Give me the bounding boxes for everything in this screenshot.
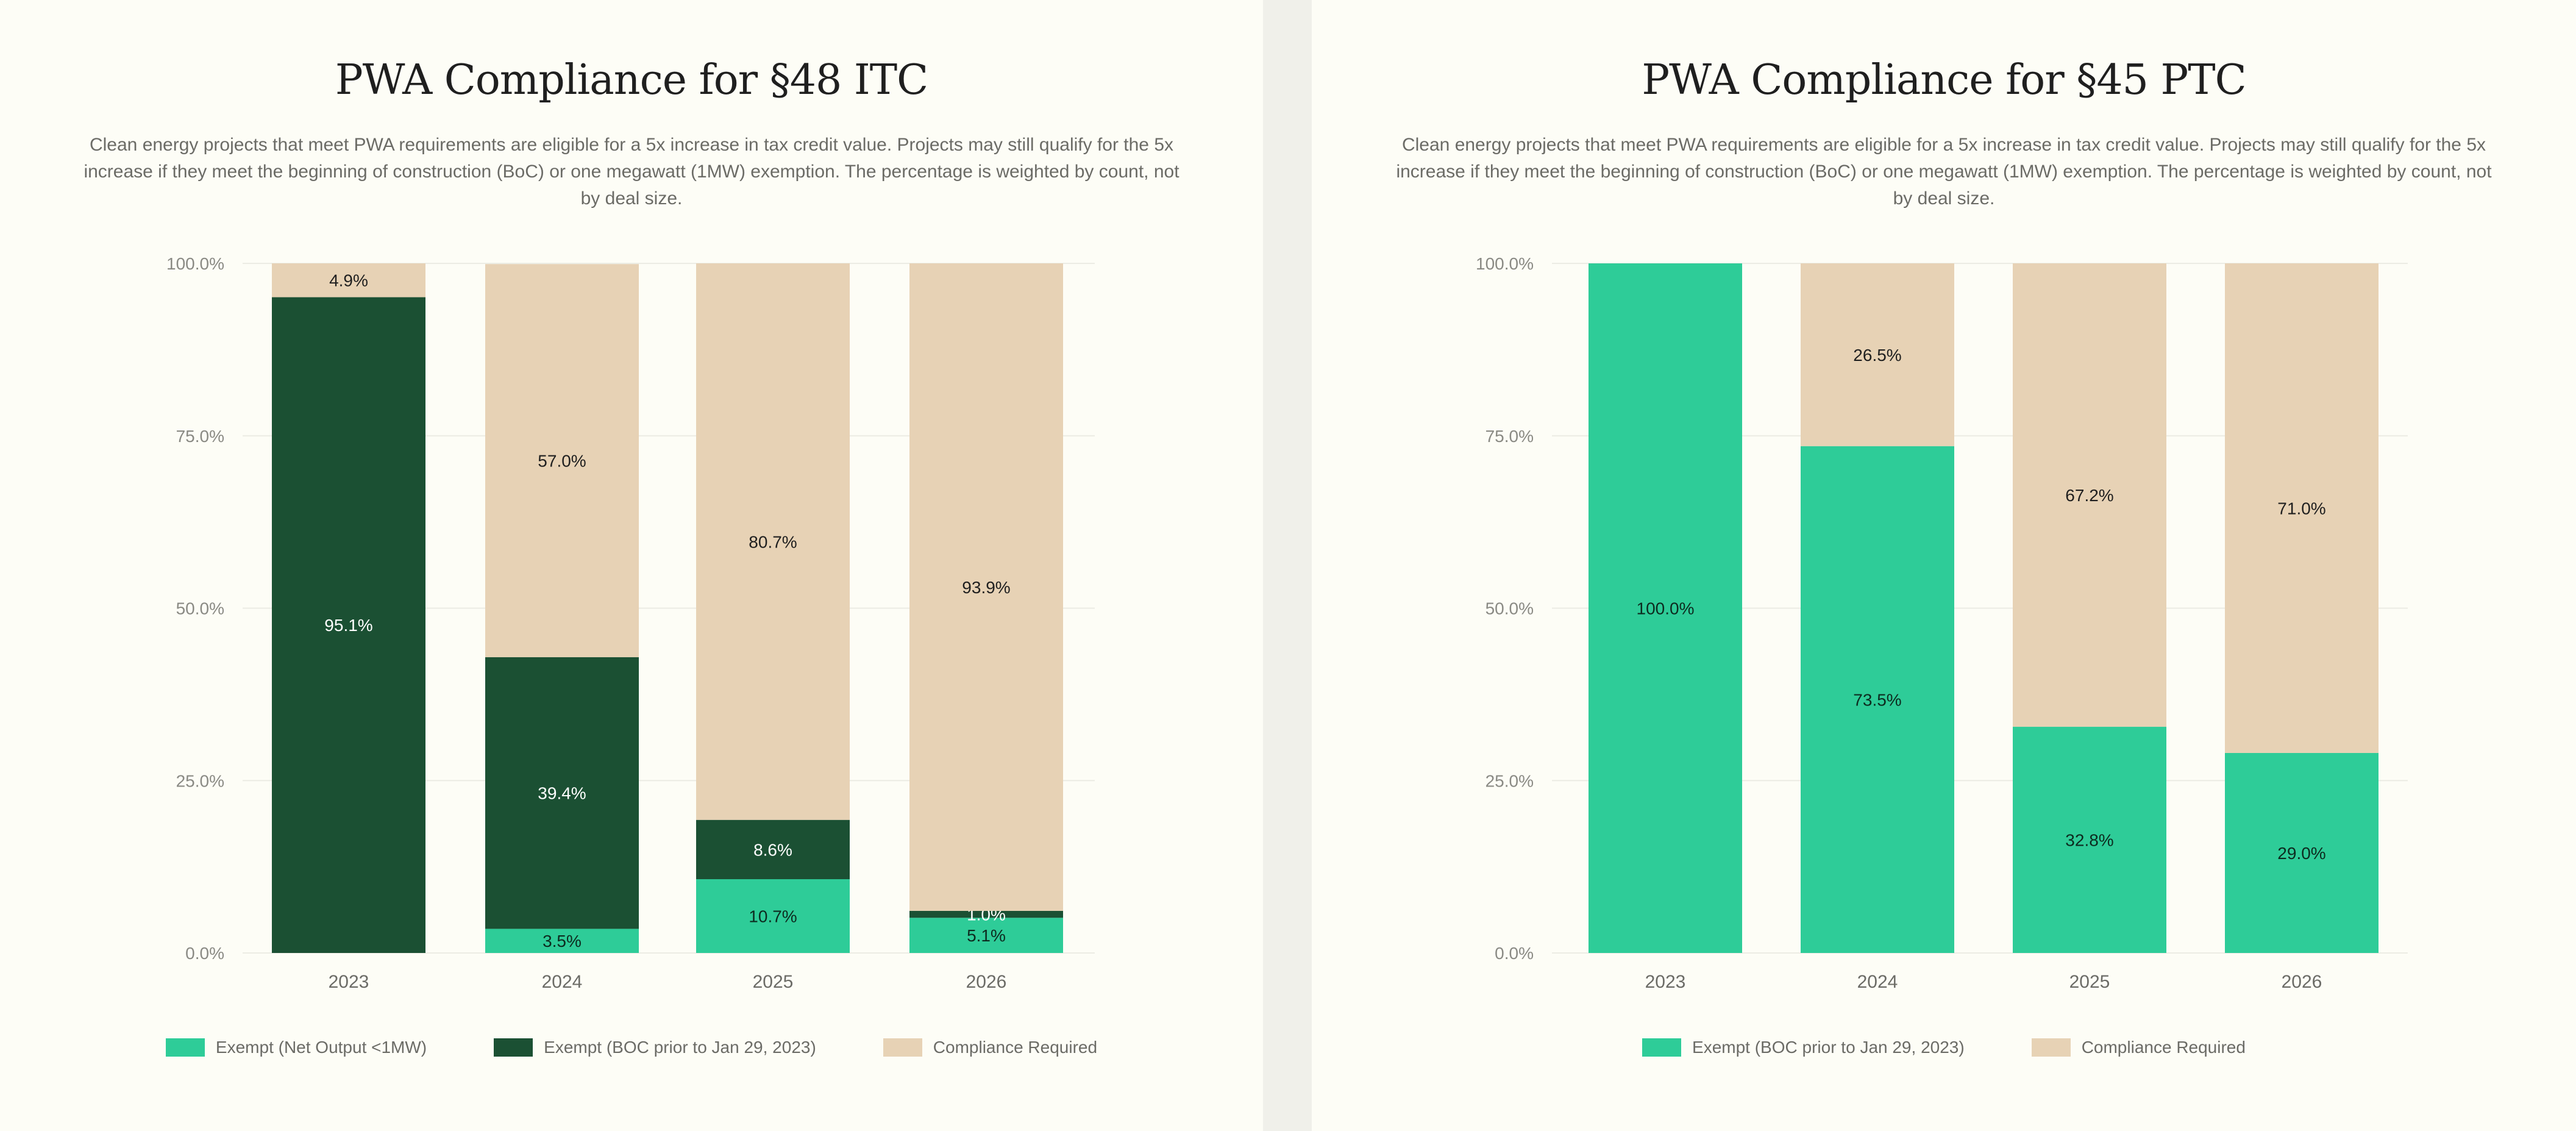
bar-segment — [696, 819, 850, 879]
data-label: 8.6% — [753, 840, 792, 859]
data-label: 39.4% — [538, 784, 586, 803]
bar-segment — [485, 657, 639, 929]
chart-legend: Exempt (BOC prior to Jan 29, 2023) Compli… — [1312, 1038, 2576, 1057]
data-label: 32.8% — [2065, 831, 2113, 850]
x-tick-label: 2024 — [542, 972, 583, 992]
data-label: 10.7% — [749, 907, 797, 926]
data-label: 73.5% — [1853, 690, 1901, 709]
legend-swatch — [1642, 1038, 1682, 1057]
y-tick-label: 50.0% — [1485, 599, 1534, 618]
itc-chart-panel: PWA Compliance for §48 ITC Clean energy … — [0, 0, 1263, 1131]
data-label: 67.2% — [2065, 486, 2113, 505]
ptc-chart-panel: PWA Compliance for §45 PTC Clean energy … — [1312, 0, 2576, 1131]
y-tick-label: 50.0% — [176, 599, 224, 618]
legend-label: Compliance Required — [933, 1038, 1098, 1057]
bar-segment — [272, 263, 425, 298]
y-tick-label: 0.0% — [1495, 944, 1534, 963]
legend-item: Exempt (BOC prior to Jan 29, 2023) — [1642, 1038, 1965, 1057]
data-label: 71.0% — [2277, 499, 2325, 518]
x-tick-label: 2026 — [966, 972, 1007, 992]
legend-item: Compliance Required — [883, 1038, 1097, 1057]
data-label: 5.1% — [967, 926, 1006, 945]
data-label: 93.9% — [962, 578, 1010, 597]
bar-segment — [2225, 753, 2379, 953]
data-label: 100.0% — [1637, 599, 1695, 618]
legend-label: Exempt (Net Output <1MW) — [215, 1038, 427, 1057]
bar-segment — [272, 297, 425, 954]
chart-subtitle: Clean energy projects that meet PWA requ… — [1396, 135, 2492, 209]
legend-swatch — [165, 1038, 205, 1057]
chart-legend: Exempt (Net Output <1MW) Exempt (BOC prio… — [0, 1038, 1263, 1057]
data-label: 4.9% — [329, 271, 368, 290]
data-label: 80.7% — [749, 532, 797, 551]
bar-segment — [485, 929, 639, 953]
chart-title: PWA Compliance for §45 PTC — [1642, 56, 2246, 104]
bar-segment — [1801, 263, 1954, 446]
bar-segment — [1589, 263, 1742, 953]
bar-segment — [909, 911, 1063, 918]
bar-segment — [2013, 263, 2166, 727]
x-tick-label: 2026 — [2282, 972, 2322, 992]
bar-segment — [485, 264, 639, 657]
data-label: 26.5% — [1853, 346, 1901, 365]
x-tick-label: 2025 — [753, 972, 794, 992]
y-tick-label: 100.0% — [1476, 254, 1534, 273]
legend-swatch — [494, 1038, 533, 1057]
x-tick-label: 2025 — [2069, 972, 2110, 992]
y-tick-label: 75.0% — [176, 427, 224, 446]
y-tick-label: 25.0% — [176, 771, 224, 790]
bar-segment — [696, 879, 850, 953]
y-tick-label: 0.0% — [185, 944, 224, 963]
bar-segment — [2013, 727, 2166, 953]
itc-stacked-bar-chart: 0.0% 25.0% 50.0% 75.0% 100.0% 95.1% 4.9% 2023 3.… — [166, 254, 1095, 992]
y-tick-label: 100.0% — [166, 254, 224, 273]
x-tick-label: 2023 — [329, 972, 369, 992]
legend-item: Exempt (BOC prior to Jan 29, 2023) — [494, 1038, 816, 1057]
bar-segment — [696, 263, 850, 820]
data-label: 95.1% — [324, 616, 372, 635]
ptc-stacked-bar-chart: 0.0% 25.0% 50.0% 75.0% 100.0% 100.0% 2023 73.5%… — [1476, 254, 2408, 992]
bar-segment — [1801, 446, 1954, 953]
data-label: 57.0% — [538, 451, 586, 470]
legend-item: Exempt (Net Output <1MW) — [165, 1038, 427, 1057]
legend-label: Exempt (BOC prior to Jan 29, 2023) — [544, 1038, 816, 1057]
bar-segment — [909, 263, 1063, 912]
y-tick-label: 75.0% — [1485, 427, 1534, 446]
legend-swatch — [2031, 1038, 2071, 1057]
data-label: 3.5% — [543, 932, 582, 951]
y-tick-label: 25.0% — [1485, 771, 1534, 790]
x-tick-label: 2024 — [1857, 972, 1898, 992]
legend-swatch — [883, 1038, 922, 1057]
legend-label: Compliance Required — [2081, 1038, 2246, 1057]
bar-segment — [2225, 263, 2379, 754]
legend-item: Compliance Required — [2031, 1038, 2246, 1057]
chart-title: PWA Compliance for §48 ITC — [335, 56, 928, 104]
bar-segment — [909, 918, 1063, 953]
data-label: 29.0% — [2277, 844, 2325, 863]
x-tick-label: 2023 — [1645, 972, 1686, 992]
legend-label: Exempt (BOC prior to Jan 29, 2023) — [1692, 1038, 1965, 1057]
chart-subtitle: Clean energy projects that meet PWA requ… — [84, 135, 1179, 209]
